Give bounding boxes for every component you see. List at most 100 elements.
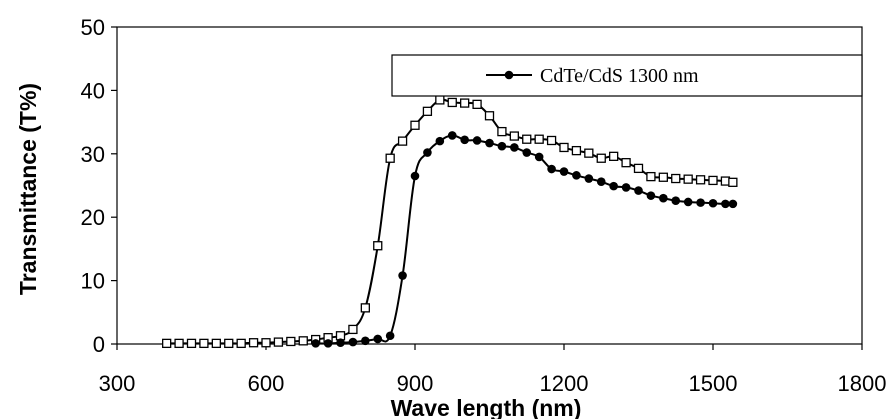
x-axis-title: Wave length (nm) xyxy=(391,395,582,419)
data-point xyxy=(248,338,259,348)
axes xyxy=(111,26,863,350)
data-point xyxy=(311,339,320,348)
data-point xyxy=(261,338,271,348)
data-point xyxy=(621,158,631,168)
y-tick-label: 20 xyxy=(81,205,105,230)
data-point xyxy=(373,241,383,251)
data-point xyxy=(497,141,507,151)
data-point xyxy=(584,174,594,183)
data-point xyxy=(447,97,457,108)
data-point xyxy=(410,171,420,181)
data-point xyxy=(571,145,582,156)
x-tick-label: 1200 xyxy=(540,371,589,396)
data-point xyxy=(609,181,618,191)
x-tick-label: 900 xyxy=(397,371,434,396)
legend-label: CdTe/CdS 1300 nm xyxy=(540,65,699,87)
data-point xyxy=(273,337,284,347)
data-point xyxy=(323,339,333,348)
data-point xyxy=(696,198,705,207)
data-point xyxy=(658,172,668,182)
data-point xyxy=(646,171,656,182)
data-point xyxy=(596,153,606,163)
series-layer xyxy=(162,95,738,349)
data-point xyxy=(236,338,246,349)
legend: CdTe/CdS 1300 nm xyxy=(391,54,863,97)
data-point xyxy=(472,99,482,109)
plot-frame xyxy=(116,26,863,345)
data-point xyxy=(534,134,544,144)
data-point xyxy=(584,148,594,158)
x-tick-label: 1800 xyxy=(838,371,887,396)
data-point xyxy=(609,151,619,161)
data-point xyxy=(728,177,738,187)
data-point xyxy=(534,152,544,162)
data-point xyxy=(695,175,706,185)
data-point xyxy=(646,191,656,200)
data-point xyxy=(460,98,470,108)
data-point xyxy=(559,142,569,153)
data-point xyxy=(373,334,383,344)
data-point xyxy=(174,338,184,349)
data-point xyxy=(336,338,345,348)
data-point xyxy=(485,138,494,148)
data-point xyxy=(186,338,197,349)
data-point xyxy=(397,136,408,146)
x-tick-label: 300 xyxy=(99,371,136,396)
data-point xyxy=(728,199,738,209)
data-point xyxy=(298,336,308,346)
y-axis-title: Transmittance (T%) xyxy=(15,83,41,295)
data-point xyxy=(348,337,358,347)
data-point xyxy=(621,183,631,192)
data-point xyxy=(497,126,507,137)
x-tick-label: 600 xyxy=(248,371,285,396)
data-point xyxy=(559,167,569,176)
data-point xyxy=(360,303,370,313)
y-tick-label: 50 xyxy=(81,15,105,40)
data-point xyxy=(546,135,557,146)
data-point xyxy=(435,136,445,146)
data-point xyxy=(522,148,532,157)
data-point xyxy=(633,163,644,174)
data-point xyxy=(460,135,469,145)
data-point xyxy=(659,193,668,203)
data-point xyxy=(484,111,495,121)
y-tick-label: 0 xyxy=(93,332,105,357)
data-point xyxy=(472,136,482,145)
data-point xyxy=(385,331,395,341)
data-point xyxy=(683,197,693,207)
data-point xyxy=(361,336,370,346)
y-tick-label: 30 xyxy=(81,142,105,167)
legend-box xyxy=(391,54,863,97)
data-point xyxy=(708,175,718,186)
series-1 xyxy=(162,95,738,349)
data-point xyxy=(410,120,420,130)
data-point xyxy=(547,164,556,174)
data-point xyxy=(572,171,581,180)
data-point xyxy=(683,174,693,184)
data-point xyxy=(721,199,730,209)
y-tick-label: 10 xyxy=(81,269,105,294)
data-point xyxy=(423,148,432,157)
data-point xyxy=(447,131,457,140)
data-point xyxy=(224,338,234,349)
legend-marker xyxy=(504,70,514,80)
data-point xyxy=(199,338,209,349)
data-point xyxy=(510,143,519,152)
data-point xyxy=(634,186,643,195)
data-point xyxy=(348,324,358,335)
data-point xyxy=(522,134,532,144)
data-point xyxy=(286,336,296,347)
y-tick-label: 40 xyxy=(81,78,105,103)
tick-labels: 0 10 20 30 40 50 300 600 900 1200 1500 1800 xyxy=(81,15,887,396)
data-point xyxy=(398,271,407,280)
data-point xyxy=(671,173,681,184)
data-point xyxy=(596,177,606,186)
data-point xyxy=(422,106,433,116)
data-point xyxy=(385,153,395,163)
data-point xyxy=(509,131,519,141)
x-tick-label: 1500 xyxy=(689,371,738,396)
data-point xyxy=(211,338,221,349)
data-point xyxy=(671,196,681,206)
series-2 xyxy=(311,131,738,348)
